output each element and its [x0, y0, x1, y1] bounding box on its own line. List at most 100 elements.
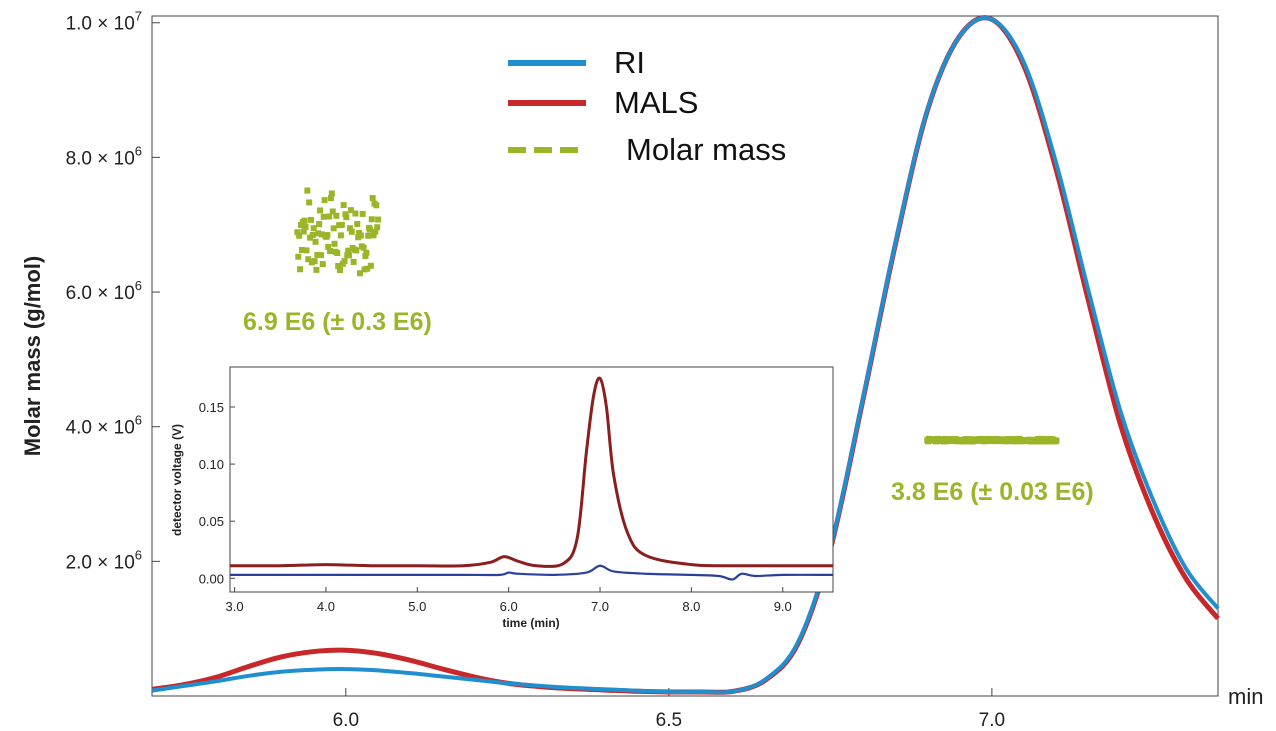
molar-mass-point — [320, 213, 327, 220]
main-series — [151, 15, 1220, 695]
molar-mass-point — [330, 225, 337, 232]
molar-mass-point — [365, 232, 372, 239]
molar-mass-point — [363, 249, 370, 256]
molar-mass-point — [337, 232, 344, 239]
molar-mass-point — [372, 228, 379, 235]
legend: RI MALS Molar mass — [508, 45, 786, 167]
main-axes: 6.0 6.5 7.0 2.0 × 106 4.0 × 106 6.0 × 106 8.0 … — [66, 9, 1006, 731]
main-plot-frame — [151, 15, 1219, 697]
x-tick-label: 6.5 — [656, 710, 682, 731]
molar-mass-point — [306, 199, 313, 206]
molar-mass-point — [312, 238, 319, 245]
legend-label-ri: RI — [614, 45, 645, 80]
molar-mass-point — [350, 258, 357, 265]
molar-mass-point — [335, 263, 342, 270]
molar-mass-point — [375, 216, 382, 223]
molar-mass-point — [327, 195, 334, 202]
molar-mass-point — [356, 270, 363, 277]
annotation-peak2-mass: 3.8 E6 (± 0.03 E6) — [891, 478, 1094, 506]
inset-y-tick-label: 0.00 — [199, 571, 224, 586]
molar-mass-point — [324, 232, 331, 239]
molar-mass-point — [360, 244, 367, 251]
molar-mass-point — [307, 216, 314, 223]
molar-mass-point — [315, 230, 322, 237]
molar-mass-point — [366, 226, 373, 233]
legend-label-mals: MALS — [614, 85, 698, 120]
molar-mass-point — [325, 243, 332, 250]
x-axis-label: min — [1228, 684, 1263, 709]
molar-mass-point — [327, 248, 334, 255]
y-tick-label: 1.0 × 107 — [66, 9, 142, 35]
molar-mass-point — [310, 225, 317, 232]
inset-series-line-red — [229, 376, 833, 568]
molar-mass-point — [304, 187, 311, 194]
molar-mass-point — [1053, 437, 1060, 444]
x-tick-label: 7.0 — [979, 710, 1005, 731]
inset-x-tick-label: 9.0 — [774, 599, 792, 614]
molar-mass-point — [300, 228, 307, 235]
molar-mass-point — [333, 212, 340, 219]
molar-mass-point — [346, 252, 353, 259]
y-axis-label: Molar mass (g/mol) — [20, 256, 45, 456]
molar-mass-point — [364, 265, 371, 272]
inset-x-label: time (min) — [502, 616, 559, 630]
molar-mass-point — [314, 251, 321, 258]
molar-mass-point — [348, 228, 355, 235]
molar-mass-point — [374, 224, 381, 231]
molar-mass-point — [362, 253, 369, 260]
molar-mass-point — [321, 197, 328, 204]
molar-mass-point — [343, 214, 350, 221]
inset-chart: 3.0 4.0 5.0 6.0 7.0 8.0 9.0 0.00 0.05 0.10 0.15 ti… — [170, 366, 834, 630]
y-tick-label: 6.0 × 106 — [66, 278, 142, 304]
molar-mass-point — [316, 221, 323, 228]
molar-mass-point — [369, 195, 376, 202]
inset-x-tick-label: 4.0 — [317, 599, 335, 614]
inset-x-tick-label: 6.0 — [500, 599, 518, 614]
molar-mass-point — [359, 210, 366, 217]
y-tick-label: 4.0 × 106 — [66, 413, 142, 439]
molar-mass-point — [370, 232, 377, 239]
inset-y-tick-label: 0.05 — [199, 514, 224, 529]
inset-y-label: detector voltage (V) — [170, 424, 184, 536]
molar-mass-point — [296, 232, 303, 239]
molar-mass-point — [353, 247, 360, 254]
inset-series — [229, 376, 834, 581]
y-tick-label: 8.0 × 106 — [66, 143, 142, 169]
x-tick-label: 6.0 — [333, 710, 359, 731]
inset-x-tick-label: 7.0 — [591, 599, 609, 614]
y-tick-label: 2.0 × 106 — [66, 547, 142, 573]
inset-x-tick-label: 3.0 — [226, 599, 244, 614]
molar-mass-point — [319, 261, 326, 268]
molar-mass-points — [294, 187, 1060, 445]
molar-mass-point — [340, 202, 347, 209]
molar-mass-point — [295, 253, 302, 260]
molar-mass-point — [298, 246, 305, 253]
molar-mass-point — [337, 266, 344, 273]
molar-mass-point — [373, 202, 380, 209]
molar-mass-point — [328, 190, 335, 197]
molar-mass-point — [347, 207, 354, 214]
series-line-ri — [151, 15, 1220, 695]
molar-mass-point — [352, 210, 359, 217]
molar-mass-point — [357, 232, 364, 239]
molar-mass-point — [346, 225, 353, 232]
molar-mass-point — [338, 221, 345, 228]
molar-mass-point — [294, 229, 301, 236]
molar-mass-point — [297, 266, 304, 273]
molar-mass-point — [354, 221, 361, 228]
molar-mass-point — [368, 216, 375, 223]
molar-mass-point — [313, 266, 320, 273]
molar-mass-point — [326, 213, 333, 220]
inset-background — [229, 366, 834, 593]
inset-y-tick-label: 0.15 — [199, 400, 224, 415]
molar-mass-point — [311, 258, 318, 265]
molar-mass-point — [345, 247, 352, 254]
molar-mass-point — [317, 207, 324, 214]
molar-mass-point — [367, 262, 374, 269]
molar-mass-point — [305, 256, 312, 263]
inset-series-line-blue — [229, 564, 834, 581]
molar-mass-point — [309, 231, 316, 238]
molar-mass-point — [301, 217, 308, 224]
molar-mass-point — [329, 208, 336, 215]
